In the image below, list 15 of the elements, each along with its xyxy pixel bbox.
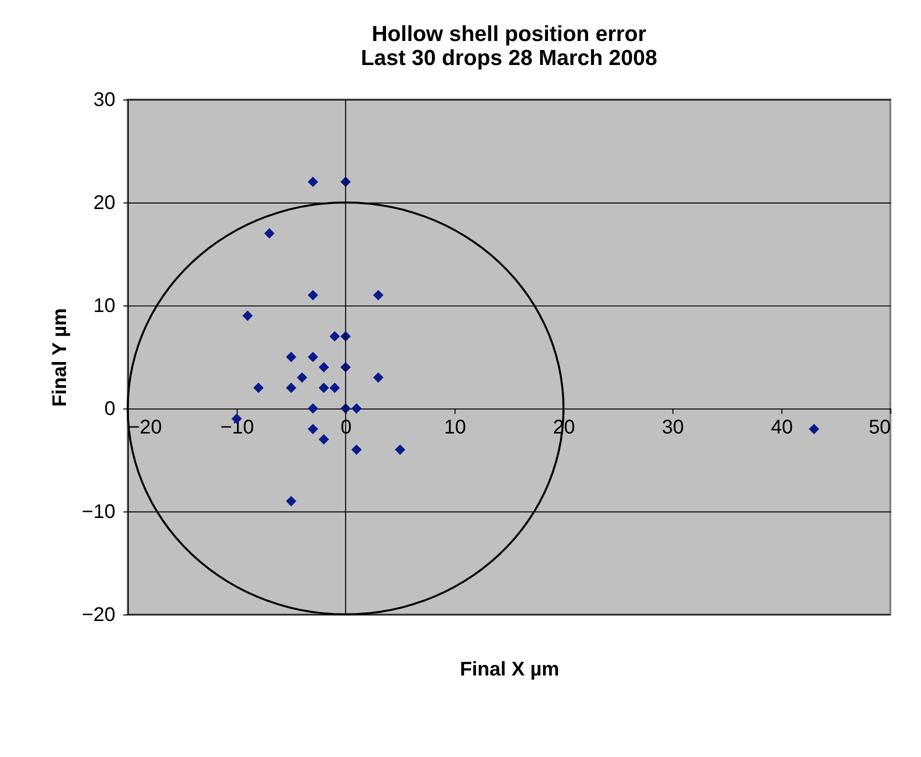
x-tick-label: 50 [868,416,891,439]
x-axis-title: Final X µm [460,658,560,680]
text: Hollow shell position error [372,21,646,46]
y-tick-label: −10 [82,500,116,523]
y-tick-label: 20 [93,192,116,214]
y-tick-label: −20 [82,604,116,626]
y-axis-title: Final Y µm [48,308,71,407]
y-tick-label: 30 [93,88,116,111]
text: Last 30 drops 28 March 2008 [360,44,658,70]
x-tick-label: 30 [662,416,684,439]
x-tick-label: −20 [128,416,162,439]
y-tick-label: 10 [93,294,116,317]
y-tick-label: 0 [104,398,116,420]
x-tick-label: 10 [444,416,466,439]
x-tick-label: 40 [770,416,793,439]
